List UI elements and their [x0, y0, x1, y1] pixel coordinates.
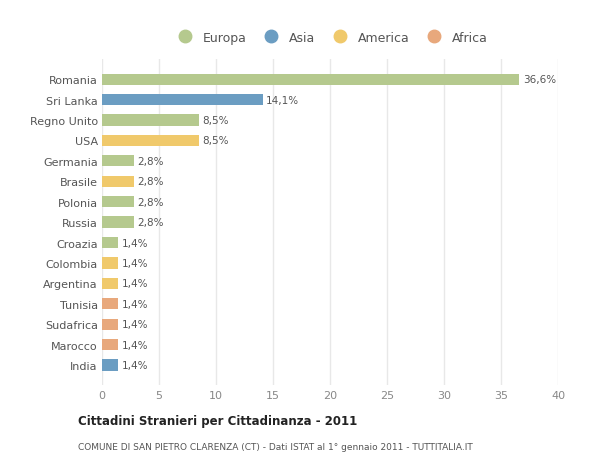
- Bar: [102, 176, 134, 187]
- Text: COMUNE DI SAN PIETRO CLARENZA (CT) - Dati ISTAT al 1° gennaio 2011 - TUTTITALIA.: COMUNE DI SAN PIETRO CLARENZA (CT) - Dat…: [78, 442, 473, 451]
- Text: 1,4%: 1,4%: [121, 319, 148, 330]
- Text: 1,4%: 1,4%: [121, 299, 148, 309]
- Bar: [102, 115, 199, 126]
- Text: 1,4%: 1,4%: [121, 258, 148, 269]
- Text: 1,4%: 1,4%: [121, 279, 148, 289]
- Bar: [102, 359, 118, 371]
- Bar: [102, 258, 118, 269]
- Bar: [102, 278, 118, 289]
- Bar: [102, 217, 134, 228]
- Text: 1,4%: 1,4%: [121, 340, 148, 350]
- Text: 2,8%: 2,8%: [137, 197, 164, 207]
- Text: 8,5%: 8,5%: [202, 136, 229, 146]
- Bar: [102, 135, 199, 147]
- Bar: [102, 156, 134, 167]
- Text: 2,8%: 2,8%: [137, 218, 164, 228]
- Text: 1,4%: 1,4%: [121, 360, 148, 370]
- Bar: [102, 237, 118, 249]
- Bar: [102, 95, 263, 106]
- Bar: [102, 74, 519, 86]
- Text: 8,5%: 8,5%: [202, 116, 229, 126]
- Text: 14,1%: 14,1%: [266, 95, 299, 106]
- Text: 36,6%: 36,6%: [523, 75, 556, 85]
- Bar: [102, 298, 118, 310]
- Bar: [102, 339, 118, 350]
- Bar: [102, 196, 134, 208]
- Legend: Europa, Asia, America, Africa: Europa, Asia, America, Africa: [167, 27, 493, 50]
- Text: 2,8%: 2,8%: [137, 177, 164, 187]
- Text: 1,4%: 1,4%: [121, 238, 148, 248]
- Bar: [102, 319, 118, 330]
- Text: Cittadini Stranieri per Cittadinanza - 2011: Cittadini Stranieri per Cittadinanza - 2…: [78, 414, 357, 428]
- Text: 2,8%: 2,8%: [137, 157, 164, 167]
